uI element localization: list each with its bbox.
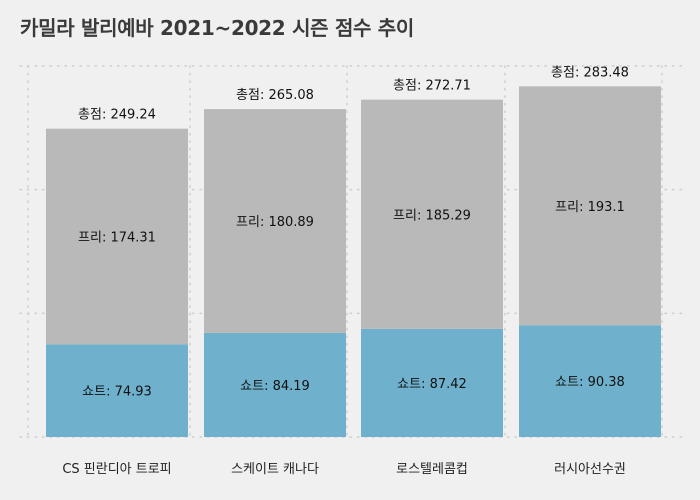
label-short-0: 쇼트: 74.93 — [82, 385, 152, 400]
label-free-1: 프리: 180.89 — [236, 215, 314, 230]
label-total-3: 총점: 283.48 — [551, 65, 629, 80]
label-total-0: 총점: 249.24 — [78, 108, 156, 123]
bar-short-3 — [519, 325, 661, 437]
bar-free-0 — [46, 128, 188, 345]
category-label-1: 스케이트 캐나다 — [231, 462, 319, 477]
bar-short-2 — [361, 328, 503, 437]
category-label-2: 로스텔레콤컵 — [396, 462, 468, 477]
bar-free-1 — [204, 109, 346, 333]
label-free-2: 프리: 185.29 — [393, 208, 471, 223]
label-total-1: 총점: 265.08 — [236, 88, 314, 103]
label-free-0: 프리: 174.31 — [78, 231, 156, 246]
bar-short-0 — [46, 344, 188, 437]
bar-short-1 — [204, 332, 346, 437]
category-label-3: 러시아선수권 — [554, 462, 626, 477]
bar-free-3 — [519, 86, 661, 326]
chart-title: 카밀라 발리예바 2021~2022 시즌 점수 추이 — [20, 16, 415, 40]
label-total-2: 총점: 272.71 — [393, 79, 471, 94]
bar-free-2 — [361, 99, 503, 329]
label-short-2: 쇼트: 87.42 — [397, 377, 467, 392]
label-short-3: 쇼트: 90.38 — [555, 375, 625, 390]
label-short-1: 쇼트: 84.19 — [240, 379, 310, 394]
category-label-0: CS 핀란디아 트로피 — [62, 462, 171, 477]
label-free-3: 프리: 193.1 — [555, 200, 625, 215]
